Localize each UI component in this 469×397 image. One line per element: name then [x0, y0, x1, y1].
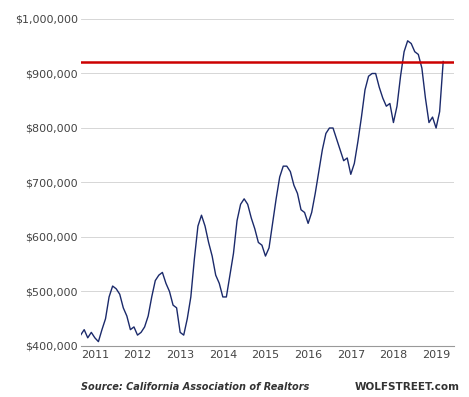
Text: WOLFSTREET.com: WOLFSTREET.com: [355, 382, 460, 392]
Text: Source: California Association of Realtors: Source: California Association of Realto…: [81, 382, 309, 392]
